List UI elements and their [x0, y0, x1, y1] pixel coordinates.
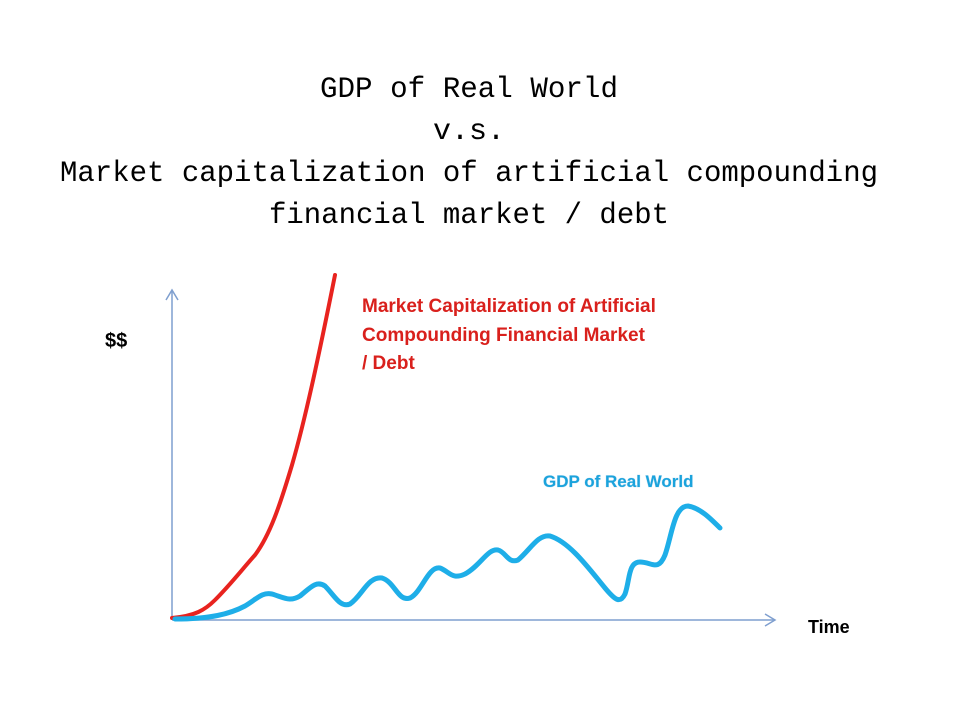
market-label: Market Capitalization of Artificial Comp… — [362, 296, 656, 375]
gdp-curve — [172, 503, 723, 622]
title-line: v.s. — [433, 115, 505, 149]
y-axis-arrow — [165, 288, 179, 301]
title-line: GDP of Real World — [320, 73, 618, 107]
y-axis-label: $$ — [105, 330, 127, 352]
title-line: Market capitalization of artificial comp… — [60, 157, 878, 191]
x-axis-arrow — [764, 613, 777, 627]
x-axis-label: Time — [808, 617, 850, 637]
market-label-line: Market Capitalization of Artificial — [362, 296, 656, 317]
gdp-label: GDP of Real World — [543, 472, 694, 491]
title-line: financial market / debt — [269, 199, 669, 233]
market-curve — [170, 273, 337, 620]
axes — [165, 288, 777, 627]
market-label-line: Compounding Financial Market — [362, 325, 646, 346]
market-label-line: / Debt — [362, 353, 415, 374]
